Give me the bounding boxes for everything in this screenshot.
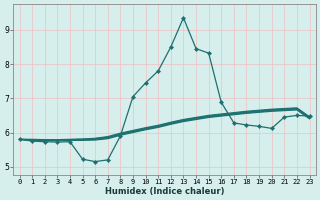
X-axis label: Humidex (Indice chaleur): Humidex (Indice chaleur)	[105, 187, 224, 196]
